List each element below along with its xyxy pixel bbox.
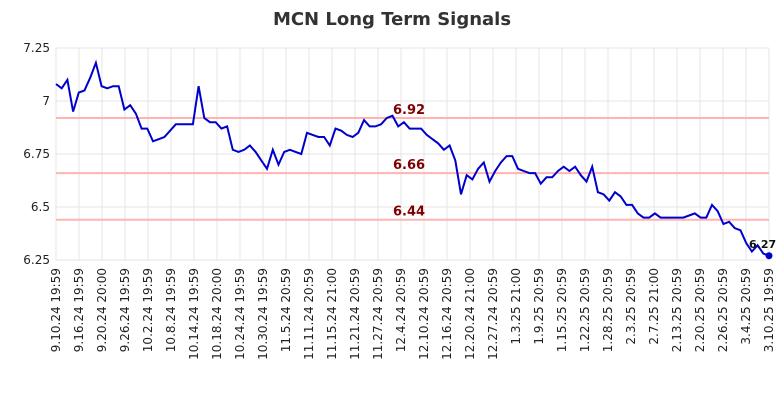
x-tick-label: 11.15.24 21:00 bbox=[325, 268, 339, 360]
y-tick-label: 7 bbox=[42, 94, 50, 108]
x-tick-label: 3.10.25 19:59 bbox=[762, 268, 776, 352]
x-tick-label: 11.21.24 20:59 bbox=[348, 268, 362, 360]
x-tick-label: 2.20.25 20:59 bbox=[693, 268, 707, 352]
x-tick-label: 11.27.24 20:59 bbox=[371, 268, 385, 360]
x-tick-label: 10.2.24 19:59 bbox=[141, 268, 155, 352]
signal-level-label: 6.66 bbox=[393, 158, 425, 173]
x-tick-label: 11.11.24 20:59 bbox=[302, 268, 316, 360]
last-price-label: 6.27 bbox=[749, 238, 776, 251]
y-tick-label: 7.25 bbox=[23, 41, 50, 55]
x-tick-label: 1.28.25 20:59 bbox=[601, 268, 615, 352]
x-tick-label: 1.9.25 20:59 bbox=[532, 268, 546, 345]
x-tick-label: 9.26.24 19:59 bbox=[118, 268, 132, 352]
price-series-layer: 6.27 bbox=[55, 59, 776, 260]
x-tick-label: 3.4.25 20:59 bbox=[739, 268, 753, 345]
x-tick-label: 2.13.25 20:59 bbox=[670, 268, 684, 352]
x-tick-label: 12.16.24 20:59 bbox=[440, 268, 454, 360]
x-tick-label: 9.20.24 20:00 bbox=[95, 268, 109, 352]
x-tick-label: 12.20.24 21:00 bbox=[463, 268, 477, 360]
price-series-line bbox=[55, 59, 770, 257]
last-price-marker bbox=[765, 252, 773, 260]
x-tick-label: 12.4.24 20:59 bbox=[394, 268, 408, 352]
grid-layer bbox=[55, 47, 770, 261]
y-axis-ticks: 7.25 7 6.75 6.5 6.25 bbox=[23, 41, 50, 267]
x-tick-label: 12.27.24 20:59 bbox=[486, 268, 500, 360]
x-tick-label: 9.16.24 19:59 bbox=[72, 268, 86, 352]
x-tick-label: 1.22.25 20:59 bbox=[578, 268, 592, 352]
x-tick-label: 10.24.24 19:59 bbox=[233, 268, 247, 360]
y-tick-label: 6.75 bbox=[23, 147, 50, 161]
x-tick-label: 10.8.24 19:59 bbox=[164, 268, 178, 352]
signal-level-label: 6.92 bbox=[393, 103, 425, 118]
signal-levels: 6.92 6.66 6.44 bbox=[56, 103, 769, 221]
x-axis-ticks: 9.10.24 19:59 9.16.24 19:59 9.20.24 20:00 9… bbox=[49, 268, 776, 360]
x-tick-label: 2.3.25 20:59 bbox=[624, 268, 638, 345]
x-tick-label: 1.15.25 20:59 bbox=[555, 268, 569, 352]
x-tick-label: 9.10.24 19:59 bbox=[49, 268, 63, 352]
x-tick-label: 10.30.24 19:59 bbox=[256, 268, 270, 360]
x-tick-label: 2.7.25 21:00 bbox=[647, 268, 661, 345]
x-tick-label: 10.18.24 20:00 bbox=[210, 268, 224, 360]
x-tick-label: 10.14.24 19:59 bbox=[187, 268, 201, 360]
x-tick-label: 12.10.24 20:59 bbox=[417, 268, 431, 360]
y-tick-label: 6.25 bbox=[23, 253, 50, 267]
signal-level-label: 6.44 bbox=[393, 205, 425, 220]
x-tick-label: 11.5.24 20:59 bbox=[279, 268, 293, 352]
x-tick-label: 2.26.25 20:59 bbox=[716, 268, 730, 352]
y-tick-label: 6.5 bbox=[31, 200, 50, 214]
x-tick-label: 1.3.25 21:00 bbox=[509, 268, 523, 345]
chart-title: MCN Long Term Signals bbox=[273, 9, 511, 30]
